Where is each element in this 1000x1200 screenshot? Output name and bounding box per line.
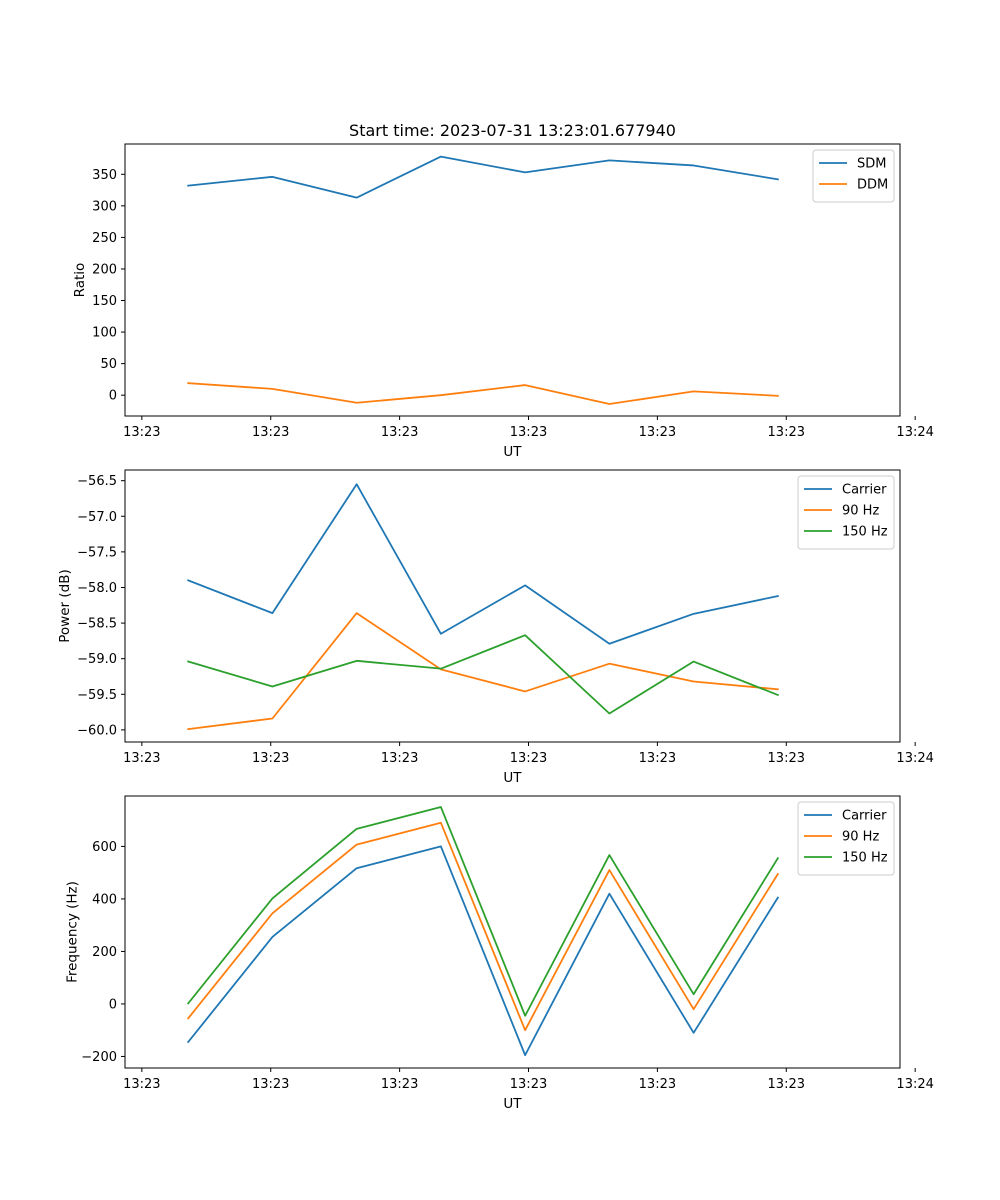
- y-tick-label: −59.0: [77, 652, 117, 667]
- series-line-90-hz: [186, 821, 780, 1032]
- y-tick-label: 200: [92, 262, 117, 277]
- y-tick-label: −60.0: [77, 723, 117, 738]
- y-axis-label: Ratio: [72, 263, 88, 298]
- x-tick-label: 13:23: [252, 1077, 289, 1092]
- figure-title: Start time: 2023-07-31 13:23:01.677940: [349, 121, 676, 140]
- x-tick-label: 13:23: [381, 751, 418, 766]
- series-line-90-hz: [187, 612, 779, 731]
- y-tick-label: 250: [92, 231, 117, 246]
- axes-frame: [124, 469, 901, 743]
- series-line-150-hz: [186, 806, 780, 1017]
- panel-2: 13:23 13:23 13:23 13:23 13:23 13:23 13:24 −60.0…: [57, 469, 934, 786]
- x-axis-label: UT: [503, 770, 522, 786]
- x-tick-label: 13:23: [252, 425, 289, 440]
- y-tick-label: 0: [109, 389, 117, 404]
- y-tick-label: 100: [92, 326, 117, 341]
- series-line-carrier: [186, 845, 780, 1057]
- y-tick-label: 200: [92, 945, 117, 960]
- legend: Carrier 90 Hz 150 Hz: [797, 801, 895, 876]
- y-tick-label: −57.5: [77, 545, 117, 560]
- x-tick-label: 13:23: [123, 751, 160, 766]
- y-tick-label: 0: [109, 997, 117, 1012]
- x-axis-label: UT: [503, 444, 522, 460]
- x-tick-label: 13:24: [896, 425, 933, 440]
- y-axis-label: Power (dB): [57, 569, 73, 642]
- x-tick-label: 13:24: [896, 1077, 933, 1092]
- x-tick-label: 13:23: [123, 425, 160, 440]
- x-tick-label: 13:23: [639, 751, 676, 766]
- y-tick-label: 600: [92, 840, 117, 855]
- x-axis-label: UT: [503, 1096, 522, 1112]
- series-line-sdm: [187, 155, 779, 199]
- y-tick-label: 350: [92, 168, 117, 183]
- series-group: [186, 806, 780, 1057]
- x-tick-label: 13:23: [768, 1077, 805, 1092]
- x-tick-label: 13:23: [123, 1077, 160, 1092]
- x-tick-label: 13:23: [381, 1077, 418, 1092]
- x-tick-label: 13:23: [768, 751, 805, 766]
- axes-frame: [124, 795, 901, 1069]
- y-tick-label: 400: [92, 892, 117, 907]
- y-tick-label: −58.5: [77, 617, 117, 632]
- series-group: [187, 483, 780, 731]
- y-tick-label: 150: [92, 294, 117, 309]
- y-tick-label: −200: [81, 1050, 117, 1065]
- legend-label: SDM: [857, 157, 886, 172]
- y-tick-label: 300: [92, 199, 117, 214]
- legend-label: 90 Hz: [842, 830, 879, 845]
- legend: Carrier 90 Hz 150 Hz: [797, 475, 895, 550]
- y-tick-label: −59.5: [77, 688, 117, 703]
- legend-label: Carrier: [842, 483, 887, 498]
- series-line-carrier: [187, 483, 779, 645]
- legend-label: 90 Hz: [842, 504, 879, 519]
- y-tick-label: −56.5: [77, 474, 117, 489]
- legend-label: Carrier: [842, 809, 887, 824]
- x-tick-label: 13:24: [896, 751, 933, 766]
- legend-label: 150 Hz: [842, 525, 888, 540]
- axes-frame: [124, 143, 901, 417]
- series-line-ddm: [187, 382, 779, 405]
- legend: SDM DDM: [812, 149, 895, 203]
- y-tick-label: 50: [100, 357, 117, 372]
- panel-3: 13:23 13:23 13:23 13:23 13:23 13:23 13:24 −200 0…: [65, 795, 934, 1112]
- legend-label: 150 Hz: [842, 851, 888, 866]
- x-tick-label: 13:23: [639, 1077, 676, 1092]
- y-tick-label: −57.0: [77, 510, 117, 525]
- x-tick-label: 13:23: [381, 425, 418, 440]
- x-tick-label: 13:23: [510, 1077, 547, 1092]
- series-line-150-hz: [187, 634, 780, 715]
- panel-1: 13:23 13:23 13:23 13:23 13:23 13:23 13:24 0 50 10…: [72, 143, 934, 460]
- x-tick-label: 13:23: [768, 425, 805, 440]
- x-tick-label: 13:23: [252, 751, 289, 766]
- x-tick-label: 13:23: [510, 751, 547, 766]
- x-tick-label: 13:23: [639, 425, 676, 440]
- legend-label: DDM: [857, 178, 888, 193]
- y-axis-label: Frequency (Hz): [65, 881, 81, 983]
- series-group: [187, 155, 779, 405]
- y-tick-label: −58.0: [77, 581, 117, 596]
- x-tick-label: 13:23: [510, 425, 547, 440]
